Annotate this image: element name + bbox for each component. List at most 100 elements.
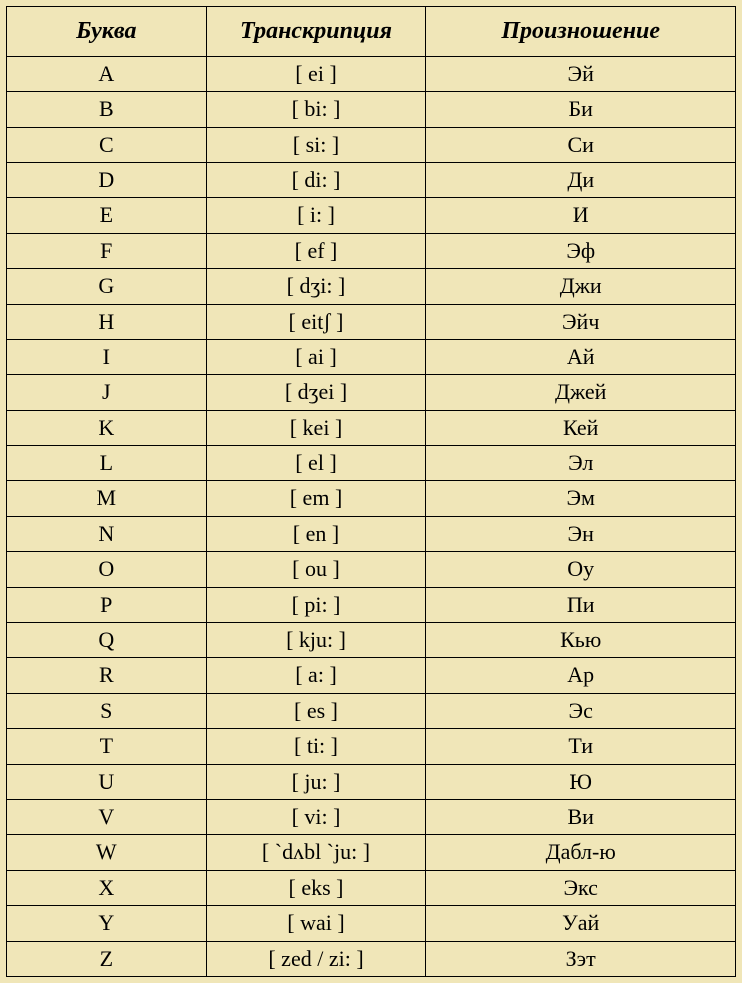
cell-transcription: [ es ]: [206, 693, 426, 728]
cell-pronunciation: Ди: [426, 162, 736, 197]
cell-pronunciation: Ю: [426, 764, 736, 799]
cell-letter: Z: [7, 941, 207, 976]
cell-transcription: [ kju: ]: [206, 623, 426, 658]
table-row: T[ ti: ]Ти: [7, 729, 736, 764]
table-row: E[ i: ]И: [7, 198, 736, 233]
cell-transcription: [ a: ]: [206, 658, 426, 693]
cell-pronunciation: Эйч: [426, 304, 736, 339]
cell-transcription: [ el ]: [206, 446, 426, 481]
cell-pronunciation: Би: [426, 92, 736, 127]
header-letter: Буква: [7, 7, 207, 57]
cell-letter: H: [7, 304, 207, 339]
cell-transcription: [ ti: ]: [206, 729, 426, 764]
cell-pronunciation: Кью: [426, 623, 736, 658]
cell-transcription: [ di: ]: [206, 162, 426, 197]
cell-transcription: [ vi: ]: [206, 800, 426, 835]
cell-transcription: [ bi: ]: [206, 92, 426, 127]
cell-pronunciation: Джи: [426, 269, 736, 304]
cell-transcription: [ dʒi: ]: [206, 269, 426, 304]
cell-transcription: [ wai ]: [206, 906, 426, 941]
cell-pronunciation: Экс: [426, 870, 736, 905]
cell-letter: E: [7, 198, 207, 233]
cell-letter: C: [7, 127, 207, 162]
cell-pronunciation: Ти: [426, 729, 736, 764]
table-row: P[ pi: ]Пи: [7, 587, 736, 622]
table-row: N[ en ]Эн: [7, 516, 736, 551]
cell-transcription: [ ju: ]: [206, 764, 426, 799]
cell-pronunciation: Зэт: [426, 941, 736, 976]
cell-letter: S: [7, 693, 207, 728]
table-row: C[ si: ]Си: [7, 127, 736, 162]
cell-pronunciation: Дабл-ю: [426, 835, 736, 870]
table-row: Y[ wai ]Уай: [7, 906, 736, 941]
table-row: G[ dʒi: ]Джи: [7, 269, 736, 304]
cell-transcription: [ ai ]: [206, 339, 426, 374]
cell-letter: L: [7, 446, 207, 481]
cell-pronunciation: Эм: [426, 481, 736, 516]
table-row: R[ a: ]Ар: [7, 658, 736, 693]
cell-letter: B: [7, 92, 207, 127]
cell-pronunciation: Уай: [426, 906, 736, 941]
cell-letter: O: [7, 552, 207, 587]
cell-pronunciation: Си: [426, 127, 736, 162]
header-pronunciation: Произношение: [426, 7, 736, 57]
cell-transcription: [ pi: ]: [206, 587, 426, 622]
cell-transcription: [ ou ]: [206, 552, 426, 587]
cell-letter: A: [7, 56, 207, 91]
cell-letter: W: [7, 835, 207, 870]
cell-letter: T: [7, 729, 207, 764]
cell-pronunciation: Ай: [426, 339, 736, 374]
cell-pronunciation: Пи: [426, 587, 736, 622]
cell-pronunciation: Эф: [426, 233, 736, 268]
table-row: L[ el ]Эл: [7, 446, 736, 481]
cell-letter: K: [7, 410, 207, 445]
table-row: Z[ zed / zi: ]Зэт: [7, 941, 736, 976]
cell-letter: Y: [7, 906, 207, 941]
table-row: W[ `dʌbl `ju: ]Дабл-ю: [7, 835, 736, 870]
table-row: M[ em ]Эм: [7, 481, 736, 516]
cell-pronunciation: Ви: [426, 800, 736, 835]
cell-transcription: [ em ]: [206, 481, 426, 516]
alphabet-table: Буква Транскрипция Произношение A[ ei ]Э…: [6, 6, 736, 977]
table-row: F[ ef ]Эф: [7, 233, 736, 268]
cell-transcription: [ ei ]: [206, 56, 426, 91]
cell-letter: X: [7, 870, 207, 905]
table-row: V[ vi: ]Ви: [7, 800, 736, 835]
cell-letter: J: [7, 375, 207, 410]
table-row: J[ dʒei ]Джей: [7, 375, 736, 410]
header-transcription: Транскрипция: [206, 7, 426, 57]
cell-pronunciation: Эс: [426, 693, 736, 728]
table-row: B[ bi: ]Би: [7, 92, 736, 127]
cell-pronunciation: Джей: [426, 375, 736, 410]
table-row: O[ ou ]Оу: [7, 552, 736, 587]
cell-transcription: [ zed / zi: ]: [206, 941, 426, 976]
cell-transcription: [ `dʌbl `ju: ]: [206, 835, 426, 870]
table-header-row: Буква Транскрипция Произношение: [7, 7, 736, 57]
table-row: Q[ kju: ]Кью: [7, 623, 736, 658]
table-row: H[ eitʃ ]Эйч: [7, 304, 736, 339]
cell-letter: U: [7, 764, 207, 799]
table-row: D[ di: ]Ди: [7, 162, 736, 197]
cell-pronunciation: Эн: [426, 516, 736, 551]
cell-pronunciation: Ар: [426, 658, 736, 693]
cell-transcription: [ eitʃ ]: [206, 304, 426, 339]
cell-letter: M: [7, 481, 207, 516]
cell-letter: V: [7, 800, 207, 835]
cell-pronunciation: И: [426, 198, 736, 233]
cell-letter: F: [7, 233, 207, 268]
cell-transcription: [ kei ]: [206, 410, 426, 445]
table-row: S[ es ]Эс: [7, 693, 736, 728]
cell-letter: P: [7, 587, 207, 622]
cell-transcription: [ dʒei ]: [206, 375, 426, 410]
cell-pronunciation: Кей: [426, 410, 736, 445]
cell-letter: N: [7, 516, 207, 551]
cell-pronunciation: Оу: [426, 552, 736, 587]
cell-letter: I: [7, 339, 207, 374]
cell-transcription: [ si: ]: [206, 127, 426, 162]
cell-transcription: [ en ]: [206, 516, 426, 551]
table-row: K[ kei ]Кей: [7, 410, 736, 445]
cell-pronunciation: Эй: [426, 56, 736, 91]
cell-transcription: [ i: ]: [206, 198, 426, 233]
table-row: U[ ju: ]Ю: [7, 764, 736, 799]
cell-letter: R: [7, 658, 207, 693]
